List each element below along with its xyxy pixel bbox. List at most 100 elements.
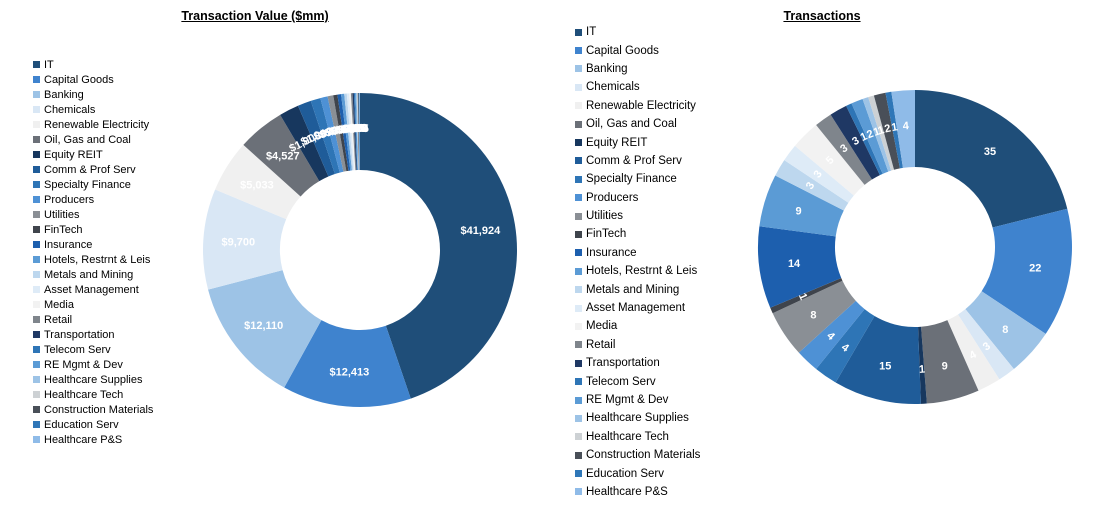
slice-healthcare-supplies[interactable] bbox=[356, 93, 359, 171]
slice-banking[interactable] bbox=[965, 291, 1046, 369]
legend-item-comm-prof-serv[interactable]: Comm & Prof Serv bbox=[575, 152, 700, 170]
legend-item-equity-reit[interactable]: Equity REIT bbox=[33, 147, 153, 162]
slice-comm-prof-serv[interactable] bbox=[835, 316, 921, 404]
legend-item-banking[interactable]: Banking bbox=[575, 60, 700, 78]
legend-item-retail[interactable]: Retail bbox=[33, 312, 153, 327]
donut-chart-transaction-value[interactable]: $41,924 $12,413 $12,110 $9,700 $5,033 $4,527 $… bbox=[190, 80, 530, 420]
slice-comm-prof-serv[interactable] bbox=[297, 100, 335, 177]
legend-item-asset-management[interactable]: Asset Management bbox=[33, 282, 153, 297]
legend-item-metals-and-mining[interactable]: Metals and Mining bbox=[575, 280, 700, 298]
slice-renewable-electricity[interactable] bbox=[947, 314, 1000, 391]
legend-item-producers[interactable]: Producers bbox=[575, 189, 700, 207]
slice-construction-materials[interactable] bbox=[357, 93, 360, 171]
legend-item-healthcare-p-s[interactable]: Healthcare P&S bbox=[33, 432, 153, 447]
legend-item-specialty-finance[interactable]: Specialty Finance bbox=[33, 177, 153, 192]
slice-specialty-finance[interactable] bbox=[310, 98, 340, 175]
slice-healthcare-tech[interactable] bbox=[356, 93, 359, 171]
slice-equity-reit[interactable] bbox=[280, 105, 329, 182]
slice-banking[interactable] bbox=[208, 270, 322, 388]
slice-transportation[interactable] bbox=[830, 105, 880, 180]
legend-item-healthcare-tech[interactable]: Healthcare Tech bbox=[33, 387, 153, 402]
legend-item-healthcare-p-s[interactable]: Healthcare P&S bbox=[575, 483, 700, 501]
legend-item-it[interactable]: IT bbox=[33, 57, 153, 72]
slice-insurance[interactable] bbox=[758, 226, 842, 308]
legend-item-renewable-electricity[interactable]: Renewable Electricity bbox=[575, 97, 700, 115]
slice-education-serv[interactable] bbox=[358, 93, 360, 171]
slice-it[interactable] bbox=[360, 93, 517, 399]
slice-specialty-finance[interactable] bbox=[816, 309, 875, 383]
legend-item-education-serv[interactable]: Education Serv bbox=[33, 417, 153, 432]
legend-item-comm-prof-serv[interactable]: Comm & Prof Serv bbox=[33, 162, 153, 177]
chart-title-transaction-value[interactable]: Transaction Value ($mm) bbox=[181, 9, 329, 23]
legend-item-re-mgmt-dev[interactable]: RE Mgmt & Dev bbox=[33, 357, 153, 372]
slice-retail[interactable] bbox=[350, 93, 357, 171]
legend-item-chemicals[interactable]: Chemicals bbox=[33, 102, 153, 117]
slice-oil-gas-and-coal[interactable] bbox=[243, 114, 320, 197]
slice-media[interactable] bbox=[794, 125, 865, 196]
legend-item-insurance[interactable]: Insurance bbox=[33, 237, 153, 252]
slice-chemicals[interactable] bbox=[958, 309, 1014, 380]
legend-item-capital-goods[interactable]: Capital Goods bbox=[575, 41, 700, 59]
legend-item-utilities[interactable]: Utilities bbox=[575, 207, 700, 225]
legend-item-telecom-serv[interactable]: Telecom Serv bbox=[33, 342, 153, 357]
slice-metals-and-mining[interactable] bbox=[344, 93, 354, 171]
slice-telecom-serv[interactable] bbox=[846, 103, 883, 176]
slice-construction-materials[interactable] bbox=[873, 92, 900, 170]
slice-capital-goods[interactable] bbox=[284, 320, 411, 407]
legend-item-construction-materials[interactable]: Construction Materials bbox=[575, 446, 700, 464]
legend-item-specialty-finance[interactable]: Specialty Finance bbox=[575, 170, 700, 188]
slice-healthcare-tech[interactable] bbox=[868, 95, 895, 171]
slice-healthcare-supplies[interactable] bbox=[862, 97, 892, 172]
slice-fintech[interactable] bbox=[770, 277, 843, 314]
legend-item-telecom-serv[interactable]: Telecom Serv bbox=[575, 372, 700, 390]
slice-producers[interactable] bbox=[798, 300, 865, 369]
legend-item-chemicals[interactable]: Chemicals bbox=[575, 78, 700, 96]
legend-item-construction-materials[interactable]: Construction Materials bbox=[33, 402, 153, 417]
slice-telecom-serv[interactable] bbox=[353, 93, 358, 171]
legend-item-asset-management[interactable]: Asset Management bbox=[575, 299, 700, 317]
slice-metals-and-mining[interactable] bbox=[775, 160, 849, 211]
legend-item-education-serv[interactable]: Education Serv bbox=[575, 464, 700, 482]
slice-fintech[interactable] bbox=[333, 94, 349, 172]
slice-hotels-restrnt-leis[interactable] bbox=[341, 93, 352, 171]
legend-item-renewable-electricity[interactable]: Renewable Electricity bbox=[33, 117, 153, 132]
slice-media[interactable] bbox=[349, 93, 356, 171]
legend-item-oil-gas-and-coal[interactable]: Oil, Gas and Coal bbox=[33, 132, 153, 147]
legend-item-fintech[interactable]: FinTech bbox=[575, 225, 700, 243]
legend-item-fintech[interactable]: FinTech bbox=[33, 222, 153, 237]
slice-re-mgmt-dev[interactable] bbox=[355, 93, 358, 171]
slice-capital-goods[interactable] bbox=[981, 208, 1072, 334]
legend-item-media[interactable]: Media bbox=[575, 317, 700, 335]
legend-item-transportation[interactable]: Transportation bbox=[575, 354, 700, 372]
slice-education-serv[interactable] bbox=[885, 91, 903, 169]
slice-transportation[interactable] bbox=[352, 93, 357, 171]
slice-insurance[interactable] bbox=[337, 94, 351, 171]
slice-asset-management[interactable] bbox=[346, 93, 355, 171]
legend-item-retail[interactable]: Retail bbox=[575, 336, 700, 354]
legend-item-hotels-restrnt-leis[interactable]: Hotels, Restrnt & Leis bbox=[575, 262, 700, 280]
slice-oil-gas-and-coal[interactable] bbox=[921, 320, 979, 404]
slice-producers[interactable] bbox=[320, 96, 344, 173]
slice-healthcare-p-s[interactable] bbox=[891, 90, 915, 168]
chart-title-transactions[interactable]: Transactions bbox=[783, 9, 861, 23]
slice-healthcare-p-s[interactable] bbox=[359, 93, 360, 171]
legend-item-banking[interactable]: Banking bbox=[33, 87, 153, 102]
legend-item-hotels-restrnt-leis[interactable]: Hotels, Restrnt & Leis bbox=[33, 252, 153, 267]
legend-item-it[interactable]: IT bbox=[575, 23, 700, 41]
slice-utilities[interactable] bbox=[772, 280, 856, 353]
slice-re-mgmt-dev[interactable] bbox=[851, 99, 889, 174]
legend-item-media[interactable]: Media bbox=[33, 297, 153, 312]
legend-item-metals-and-mining[interactable]: Metals and Mining bbox=[33, 267, 153, 282]
slice-equity-reit[interactable] bbox=[918, 326, 927, 404]
legend-item-healthcare-supplies[interactable]: Healthcare Supplies bbox=[33, 372, 153, 387]
legend-item-producers[interactable]: Producers bbox=[33, 192, 153, 207]
slice-it[interactable] bbox=[915, 90, 1068, 228]
slice-chemicals[interactable] bbox=[203, 189, 287, 290]
slice-retail[interactable] bbox=[816, 114, 872, 185]
legend-item-capital-goods[interactable]: Capital Goods bbox=[33, 72, 153, 87]
slice-utilities[interactable] bbox=[327, 95, 347, 172]
legend-item-healthcare-supplies[interactable]: Healthcare Supplies bbox=[575, 409, 700, 427]
legend-item-oil-gas-and-coal[interactable]: Oil, Gas and Coal bbox=[575, 115, 700, 133]
legend-item-utilities[interactable]: Utilities bbox=[33, 207, 153, 222]
